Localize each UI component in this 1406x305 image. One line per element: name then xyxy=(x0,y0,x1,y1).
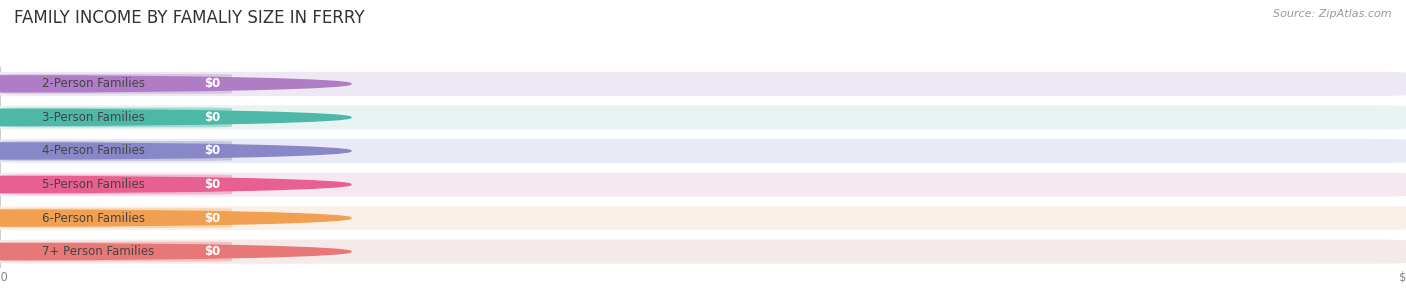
Circle shape xyxy=(0,177,352,192)
FancyBboxPatch shape xyxy=(0,242,232,261)
FancyBboxPatch shape xyxy=(0,175,232,194)
Text: 4-Person Families: 4-Person Families xyxy=(42,145,145,157)
Text: 7+ Person Families: 7+ Person Families xyxy=(42,245,155,258)
Text: $0: $0 xyxy=(204,145,221,157)
Text: $0: $0 xyxy=(204,178,221,191)
Text: FAMILY INCOME BY FAMALIY SIZE IN FERRY: FAMILY INCOME BY FAMALIY SIZE IN FERRY xyxy=(14,9,364,27)
Text: $0: $0 xyxy=(204,77,221,90)
Circle shape xyxy=(0,244,352,260)
Text: 6-Person Families: 6-Person Families xyxy=(42,212,145,224)
Text: 3-Person Families: 3-Person Families xyxy=(42,111,145,124)
Text: $0: $0 xyxy=(204,245,221,258)
FancyBboxPatch shape xyxy=(0,74,232,94)
Circle shape xyxy=(0,109,352,125)
Text: $0: $0 xyxy=(204,111,221,124)
FancyBboxPatch shape xyxy=(0,239,1406,264)
FancyBboxPatch shape xyxy=(0,105,1406,130)
FancyBboxPatch shape xyxy=(0,139,1406,163)
FancyBboxPatch shape xyxy=(0,206,1406,230)
Circle shape xyxy=(0,76,352,92)
Text: 5-Person Families: 5-Person Families xyxy=(42,178,145,191)
FancyBboxPatch shape xyxy=(0,72,1406,96)
Text: $0: $0 xyxy=(204,212,221,224)
FancyBboxPatch shape xyxy=(0,108,232,127)
Circle shape xyxy=(0,210,352,226)
FancyBboxPatch shape xyxy=(0,141,232,161)
Text: Source: ZipAtlas.com: Source: ZipAtlas.com xyxy=(1274,9,1392,19)
FancyBboxPatch shape xyxy=(0,208,232,228)
FancyBboxPatch shape xyxy=(0,172,1406,197)
Circle shape xyxy=(0,143,352,159)
Text: 2-Person Families: 2-Person Families xyxy=(42,77,145,90)
